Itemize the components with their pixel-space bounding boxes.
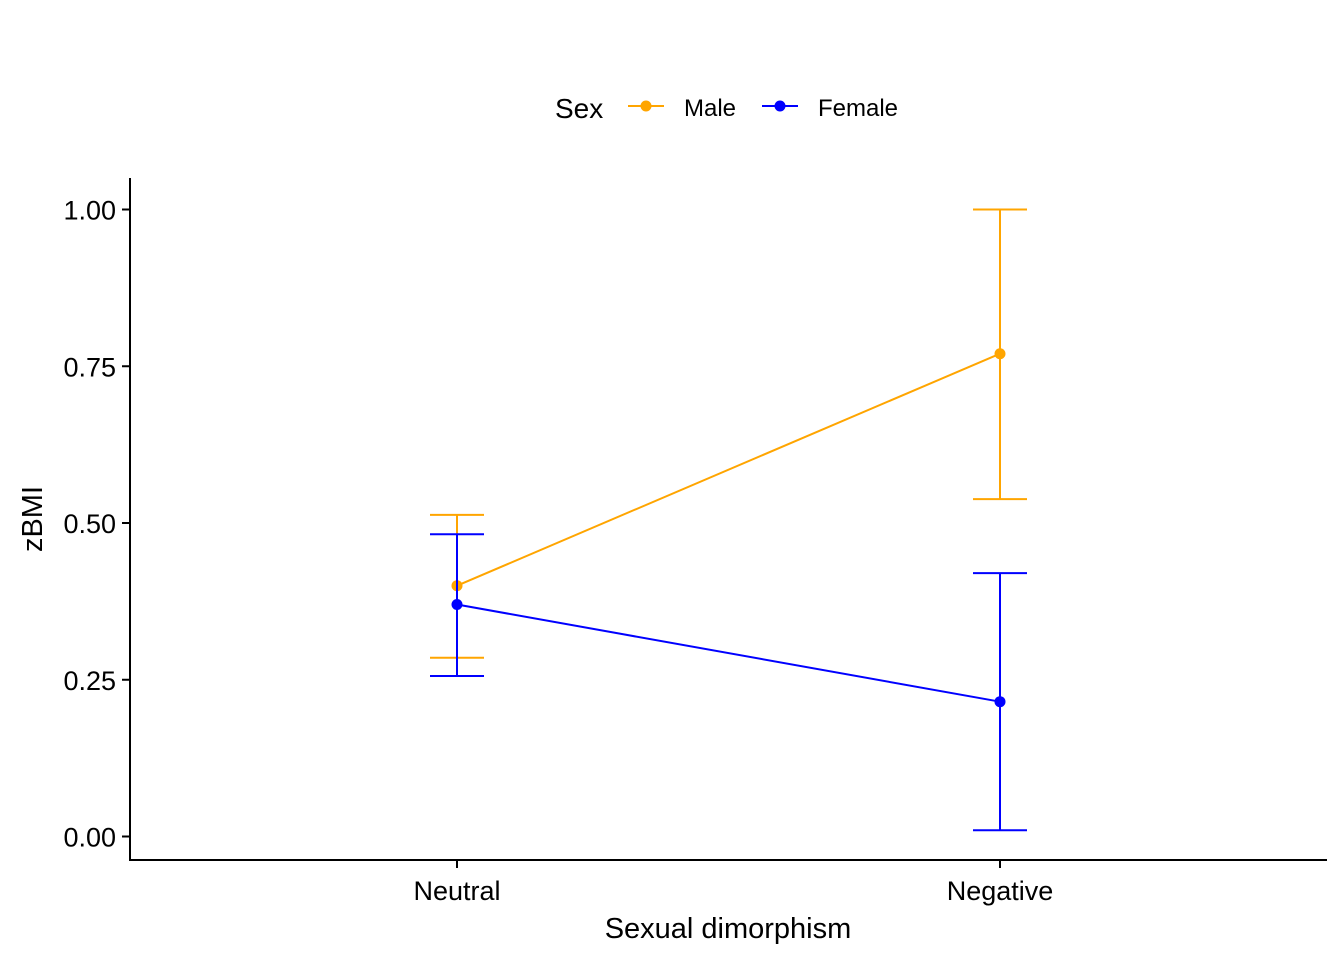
y-tick-label: 0.25	[63, 666, 116, 696]
data-point-male	[994, 348, 1006, 360]
data-point-female	[451, 599, 463, 611]
x-tick-label: Neutral	[413, 876, 500, 906]
series-layer	[430, 208, 1027, 832]
legend: Sex Male Female	[555, 93, 898, 124]
legend-label-male: Male	[684, 95, 736, 122]
y-tick-label: 1.00	[63, 196, 116, 226]
series-line-female	[456, 603, 1001, 703]
series-male	[430, 208, 1027, 659]
y-tick-label: 0.50	[63, 509, 116, 539]
series-line-male	[456, 352, 1001, 587]
legend-key-male	[628, 100, 664, 112]
legend-key-point	[640, 100, 652, 112]
y-axis-title: zBMI	[17, 486, 49, 552]
y-ticks: 0.00 0.25 0.50 0.75 1.00	[63, 196, 130, 853]
y-tick-label: 0.75	[63, 352, 116, 382]
y-tick-label: 0.00	[63, 823, 116, 853]
x-tick-label: Negative	[947, 876, 1054, 906]
legend-key-female	[762, 100, 798, 112]
legend-title: Sex	[555, 93, 603, 124]
axes	[129, 178, 1327, 861]
legend-key-point	[774, 100, 786, 112]
x-ticks: Neutral Negative	[413, 860, 1053, 906]
x-axis-title: Sexual dimorphism	[605, 913, 852, 945]
data-point-female	[994, 696, 1006, 708]
legend-label-female: Female	[818, 95, 898, 122]
series-female	[430, 533, 1027, 832]
